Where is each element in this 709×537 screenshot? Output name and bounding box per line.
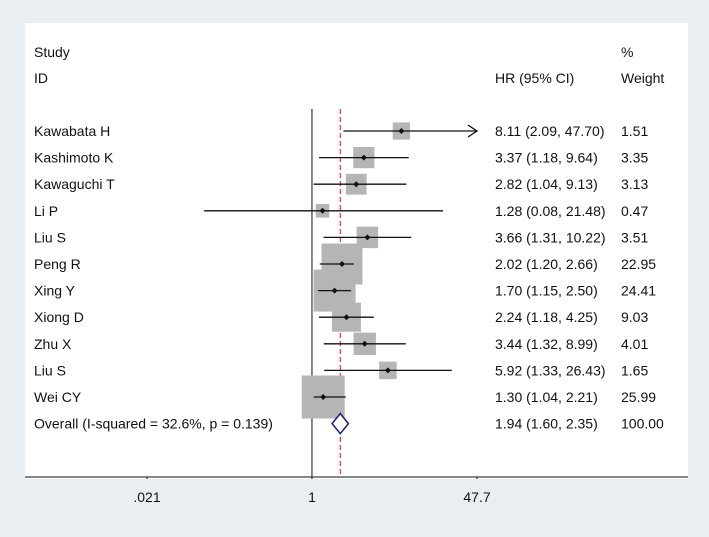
- point-estimate: [343, 314, 350, 321]
- header-study: Study: [34, 44, 70, 60]
- study-weight-text: 1.51: [621, 123, 648, 139]
- point-estimate: [384, 367, 391, 374]
- point-estimate: [338, 261, 345, 267]
- point-estimate: [319, 207, 326, 214]
- study-label: Kawabata H: [34, 123, 110, 139]
- study-weight-text: 9.03: [621, 309, 648, 325]
- plot-panel: Study ID HR (95% CI) % Weight Kawabata H…: [25, 23, 688, 479]
- header-weight: Weight: [621, 70, 664, 86]
- study-weight-text: 24.41: [621, 283, 656, 299]
- x-tick-label: .021: [133, 489, 160, 505]
- study-ci-text: 1.30 (1.04, 2.21): [495, 389, 598, 405]
- header-hr: HR (95% CI): [495, 70, 574, 86]
- forest-plot: Study ID HR (95% CI) % Weight Kawabata H…: [25, 44, 688, 479]
- study-ci-text: 8.11 (2.09, 47.70): [495, 123, 604, 139]
- study-weight-text: 3.13: [621, 176, 648, 192]
- ci-arrow: [467, 124, 479, 138]
- overall-weight-text: 100.00: [621, 416, 664, 432]
- study-ci-text: 3.66 (1.31, 10.22): [495, 229, 606, 245]
- study-ci-text: 2.82 (1.04, 9.13): [495, 176, 598, 192]
- study-label: Zhu X: [34, 336, 72, 352]
- study-weight-text: 0.47: [621, 203, 648, 219]
- point-estimate: [360, 154, 367, 161]
- study-weight-text: 25.99: [621, 389, 656, 405]
- x-tick-label: 1: [308, 489, 316, 505]
- overall-ci-text: 1.94 (1.60, 2.35): [495, 416, 598, 432]
- point-estimate: [364, 234, 371, 241]
- study-weight-text: 22.95: [621, 256, 656, 272]
- study-ci-text: 3.44 (1.32, 8.99): [495, 336, 598, 352]
- study-label: Li P: [34, 203, 58, 219]
- study-label: Kawaguchi T: [34, 176, 115, 192]
- study-weight-text: 1.65: [621, 362, 648, 378]
- study-label: Peng R: [34, 256, 81, 272]
- study-weight-text: 3.35: [621, 150, 648, 166]
- point-estimate: [320, 394, 327, 400]
- study-label: Liu S: [34, 362, 66, 378]
- study-rows: Kawabata H 8.11 (2.09, 47.70) 1.51 Kashimot…: [34, 109, 664, 477]
- study-ci-text: 3.37 (1.18, 9.64): [495, 150, 598, 166]
- study-label: Xiong D: [34, 309, 84, 325]
- header-percent: %: [621, 44, 633, 60]
- overall-diamond: [331, 412, 350, 435]
- study-label: Xing Y: [34, 283, 76, 299]
- point-estimate: [361, 340, 368, 347]
- overall-label: Overall (I-squared = 32.6%, p = 0.139): [34, 416, 273, 432]
- point-estimate: [398, 128, 405, 134]
- x-axis: [25, 476, 688, 479]
- study-ci-text: 2.24 (1.18, 4.25): [495, 309, 598, 325]
- point-estimate: [353, 181, 360, 188]
- study-ci-text: 1.28 (0.08, 21.48): [495, 203, 606, 219]
- study-ci-text: 2.02 (1.20, 2.66): [495, 256, 598, 272]
- study-label: Wei CY: [34, 389, 82, 405]
- study-weight-text: 3.51: [621, 229, 648, 245]
- study-label: Kashimoto K: [34, 150, 114, 166]
- x-tick-label: 47.7: [463, 489, 490, 505]
- point-estimate: [331, 287, 338, 294]
- study-label: Liu S: [34, 229, 66, 245]
- study-ci-text: 5.92 (1.33, 26.43): [495, 362, 606, 378]
- study-weight-text: 4.01: [621, 336, 648, 352]
- header-id: ID: [34, 70, 48, 86]
- study-ci-text: 1.70 (1.15, 2.50): [495, 283, 598, 299]
